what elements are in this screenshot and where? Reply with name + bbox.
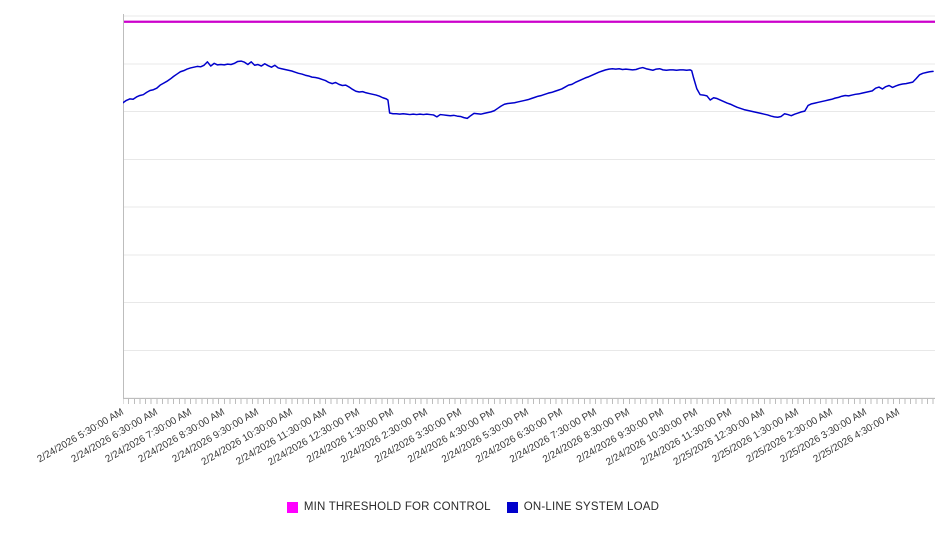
legend-label-online-system-load: ON-LINE SYSTEM LOAD xyxy=(523,501,660,513)
chart-container: 2/24/2026 5:30:00 AM 2/24/2026 6:30:00 AM… xyxy=(0,8,946,518)
series-line-on-line-system-load xyxy=(123,60,934,120)
legend-label-min-threshold: MIN THRESHOLD FOR CONTROL xyxy=(303,501,491,513)
legend-swatch-icon-online-system-load xyxy=(506,501,518,513)
axis-lines xyxy=(123,14,935,399)
gridlines xyxy=(123,15,935,399)
legend-swatch-icon-min-threshold xyxy=(286,501,298,513)
legend-entry-online-system-load[interactable]: ON-LINE SYSTEM LOAD xyxy=(506,501,660,513)
x-axis-tick-marks xyxy=(123,399,934,404)
x-axis-label-row: 2/24/2026 5:30:00 AM 2/24/2026 6:30:00 AM… xyxy=(0,398,946,488)
data-series xyxy=(123,20,935,120)
plot-area xyxy=(123,8,935,404)
legend-entry-min-threshold[interactable]: MIN THRESHOLD FOR CONTROL xyxy=(286,501,491,513)
chart-plot-svg xyxy=(123,14,935,404)
chart-legend: MIN THRESHOLD FOR CONTROL ON-LINE SYSTEM… xyxy=(0,496,946,518)
